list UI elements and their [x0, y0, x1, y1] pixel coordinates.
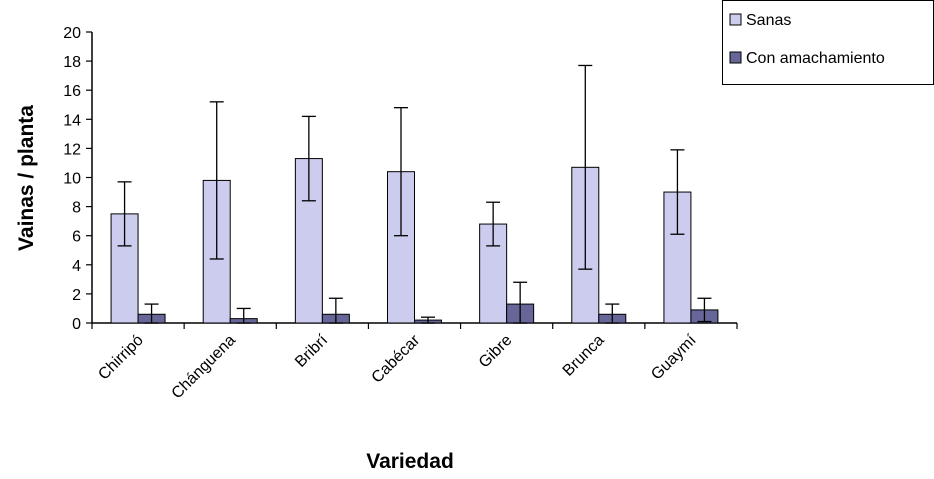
- error-bar: [394, 107, 408, 237]
- error-bar: [697, 297, 712, 323]
- legend-box: [722, 0, 934, 85]
- legend-label: Sanas: [746, 12, 791, 29]
- error-bar: [117, 181, 132, 247]
- x-tick-label: Bribrí: [292, 331, 331, 370]
- y-tick-label: 6: [72, 229, 81, 246]
- y-tick-label: 4: [72, 258, 81, 275]
- legend-swatch: [729, 13, 742, 26]
- error-bar: [328, 297, 343, 324]
- error-bar: [144, 303, 159, 324]
- y-tick-label: 14: [63, 112, 81, 129]
- y-tick-label: 18: [63, 54, 81, 71]
- error-bar: [513, 281, 528, 324]
- x-tick-label: Chirripó: [95, 332, 147, 384]
- error-bar: [421, 316, 435, 324]
- x-tick-label: Brunca: [560, 332, 608, 380]
- legend-label: Con amachamiento: [746, 50, 885, 67]
- y-tick-label: 0: [72, 316, 81, 333]
- error-bar: [578, 64, 593, 270]
- error-bar: [670, 149, 685, 235]
- y-tick-label: 20: [63, 25, 81, 42]
- error-bar: [486, 201, 501, 247]
- error-bar: [301, 115, 316, 202]
- error-bar: [236, 307, 251, 324]
- error-bar: [209, 101, 224, 260]
- legend-swatch: [729, 51, 742, 64]
- x-axis-title: Variedad: [366, 450, 454, 473]
- y-axis-title: Vainas / planta: [15, 105, 38, 251]
- x-tick-label: Cabécar: [369, 331, 424, 386]
- y-tick-label: 12: [63, 141, 81, 158]
- y-tick-label: 10: [63, 171, 81, 188]
- x-tick-label: Guaymí: [648, 331, 700, 383]
- y-tick-label: 8: [72, 200, 81, 217]
- x-tick-label: Gibre: [476, 332, 516, 372]
- x-tick-label: Chánguena: [169, 332, 240, 403]
- y-tick-label: 16: [63, 83, 81, 100]
- y-tick-label: 2: [72, 287, 81, 304]
- error-bar: [605, 303, 620, 324]
